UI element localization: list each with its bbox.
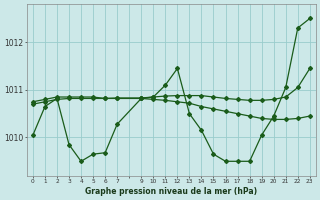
X-axis label: Graphe pression niveau de la mer (hPa): Graphe pression niveau de la mer (hPa) (85, 187, 257, 196)
